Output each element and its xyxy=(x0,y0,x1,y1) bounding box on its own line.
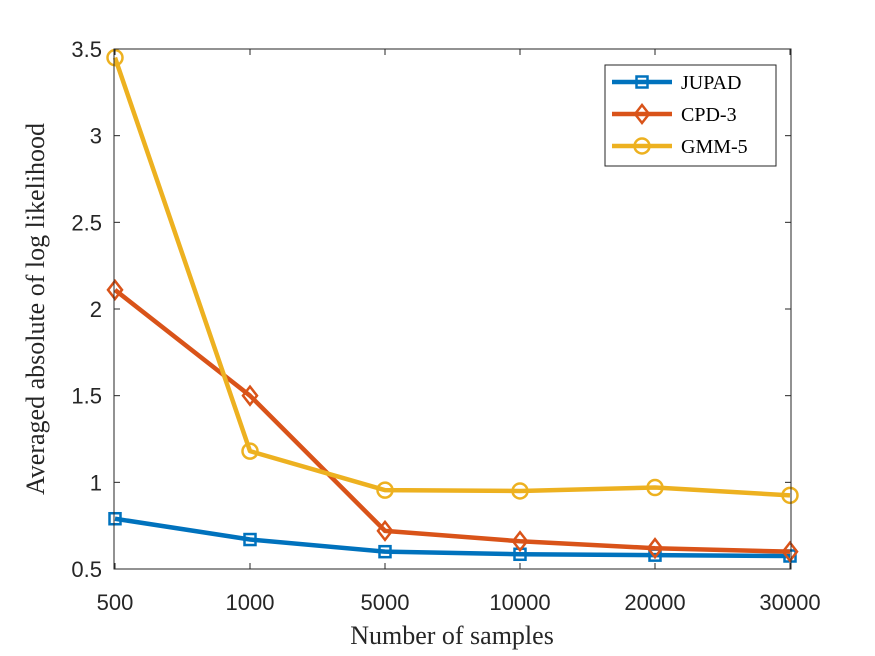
y-tick-label: 1 xyxy=(90,470,102,495)
data-point xyxy=(108,511,122,526)
legend-label: CPD-3 xyxy=(681,104,737,126)
data-point xyxy=(646,478,664,497)
legend-item: GMM-5 xyxy=(612,136,748,158)
data-point xyxy=(511,482,529,500)
series-gmm-5 xyxy=(106,48,799,505)
series-line xyxy=(112,56,791,498)
data-point xyxy=(376,481,394,499)
data-point xyxy=(378,544,392,559)
x-tick-label: 500 xyxy=(97,590,134,615)
series-layer xyxy=(106,48,799,563)
y-tick-label: 2 xyxy=(90,297,102,322)
data-point xyxy=(781,540,799,563)
data-point xyxy=(376,519,394,542)
y-tick-label: 3 xyxy=(90,124,102,149)
legend-marker xyxy=(633,137,651,155)
series-cpd-3 xyxy=(106,278,799,563)
x-axis-title: Number of samples xyxy=(350,621,554,650)
y-axis-title: Averaged absolute of log likelihood xyxy=(21,123,50,495)
data-point xyxy=(241,384,259,407)
data-point xyxy=(243,532,257,547)
y-tick-label: 0.5 xyxy=(71,557,102,582)
legend: JUPAD CPD-3 GMM-5 xyxy=(604,64,777,167)
series-line xyxy=(114,516,791,559)
x-tick-label: 20000 xyxy=(624,590,685,615)
y-tick-label: 2.5 xyxy=(71,210,102,235)
legend-items: JUPAD CPD-3 GMM-5 xyxy=(612,72,748,158)
legend-item: CPD-3 xyxy=(612,102,737,126)
legend-marker xyxy=(635,75,649,89)
y-tick-label: 1.5 xyxy=(71,384,102,409)
legend-item: JUPAD xyxy=(612,72,741,94)
data-point xyxy=(646,537,664,560)
x-tick-label: 5000 xyxy=(361,590,410,615)
series-line xyxy=(113,288,791,554)
x-tick-label: 30000 xyxy=(759,590,820,615)
x-tick-label: 1000 xyxy=(226,590,275,615)
tick-layer: 500 1000 5000 10000 20000 30000 0.5 1 1.5 2 2.5 3 3.… xyxy=(71,37,820,615)
legend-label: JUPAD xyxy=(681,72,741,94)
data-point xyxy=(511,530,529,553)
x-tick-label: 10000 xyxy=(489,590,550,615)
data-point xyxy=(781,486,799,505)
data-point xyxy=(241,442,259,460)
legend-marker xyxy=(633,102,651,126)
data-point xyxy=(106,278,124,301)
y-tick-label: 3.5 xyxy=(71,37,102,62)
legend-label: GMM-5 xyxy=(681,136,748,158)
